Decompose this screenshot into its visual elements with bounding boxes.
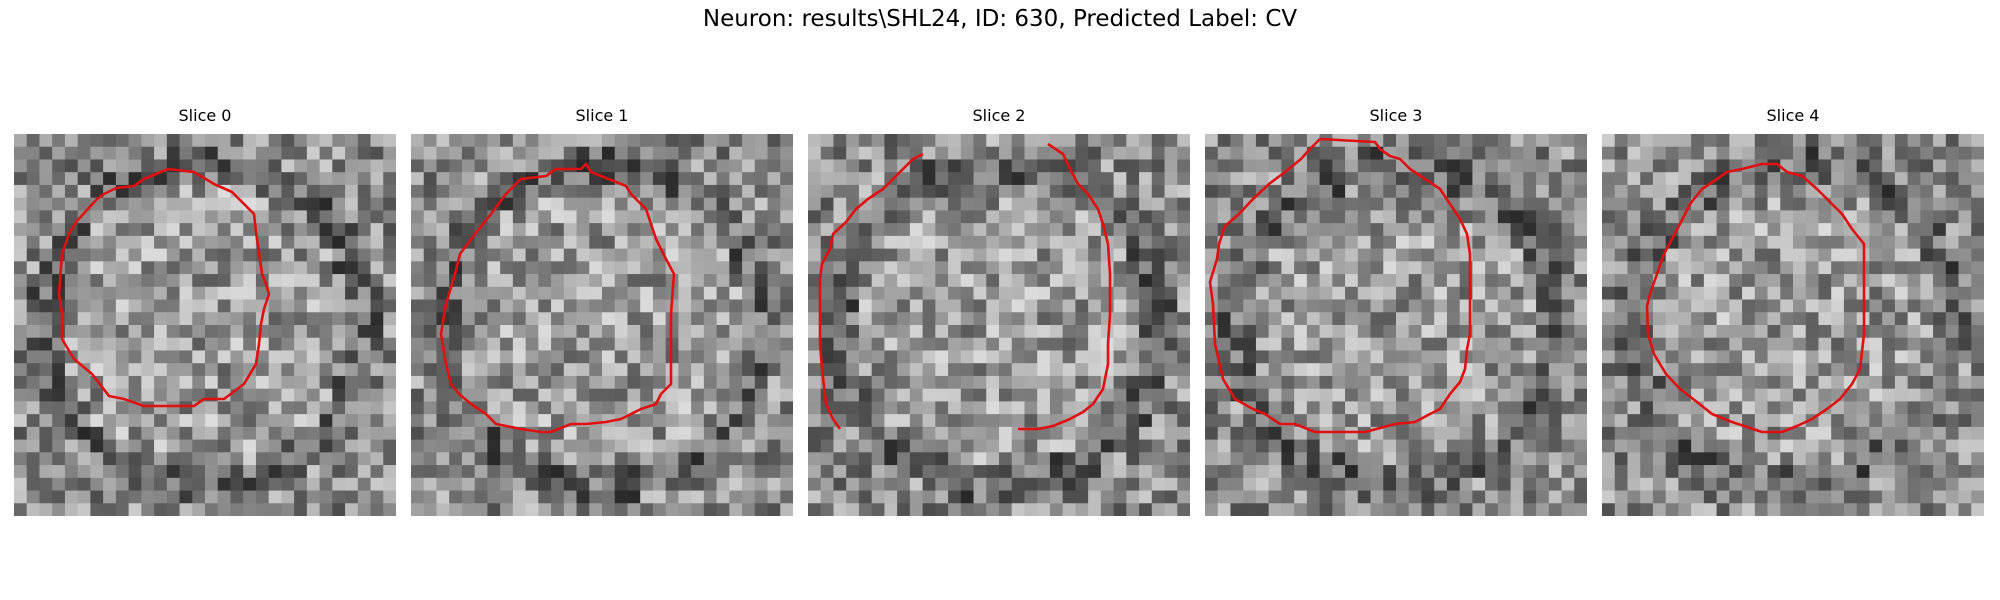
- cell-contour: [57, 167, 271, 408]
- cell-contour: [439, 162, 676, 434]
- slice-panel-2: Slice 2: [808, 106, 1190, 516]
- pixel-grid: [1602, 134, 1984, 516]
- pixel-grid: [1205, 134, 1587, 516]
- pixel-grid: [411, 134, 793, 516]
- slice-panel-0: Slice 0: [14, 106, 396, 516]
- slice-title-0: Slice 0: [178, 106, 232, 125]
- pixel-grid: [808, 134, 1190, 516]
- slice-panel-4: Slice 4: [1602, 106, 1984, 516]
- slice-title-2: Slice 2: [972, 106, 1026, 125]
- slice-image-0: [14, 134, 396, 516]
- figure-title: Neuron: results\SHL24, ID: 630, Predicte…: [702, 6, 1298, 32]
- cell-contour-right: [1018, 142, 1112, 431]
- slice-plot-1: [411, 134, 793, 516]
- cell-contour: [1208, 137, 1472, 434]
- pixel-grid: [14, 134, 396, 516]
- slice-title-4: Slice 4: [1766, 106, 1820, 125]
- slice-plot-4: [1602, 134, 1984, 516]
- slice-panel-1: Slice 1: [411, 106, 793, 516]
- slice-title-1: Slice 1: [575, 106, 629, 125]
- slice-image-3: [1205, 134, 1587, 516]
- slice-panel-3: Slice 3: [1205, 106, 1587, 516]
- cell-contour: [1645, 162, 1866, 434]
- slice-image-1: [411, 134, 793, 516]
- cell-contour: [818, 152, 924, 430]
- slice-image-2: [808, 134, 1190, 516]
- slice-plot-3: [1205, 134, 1587, 516]
- slice-plot-0: [14, 134, 396, 516]
- slice-plot-2: [808, 134, 1190, 516]
- slice-title-3: Slice 3: [1369, 106, 1423, 125]
- slice-image-4: [1602, 134, 1984, 516]
